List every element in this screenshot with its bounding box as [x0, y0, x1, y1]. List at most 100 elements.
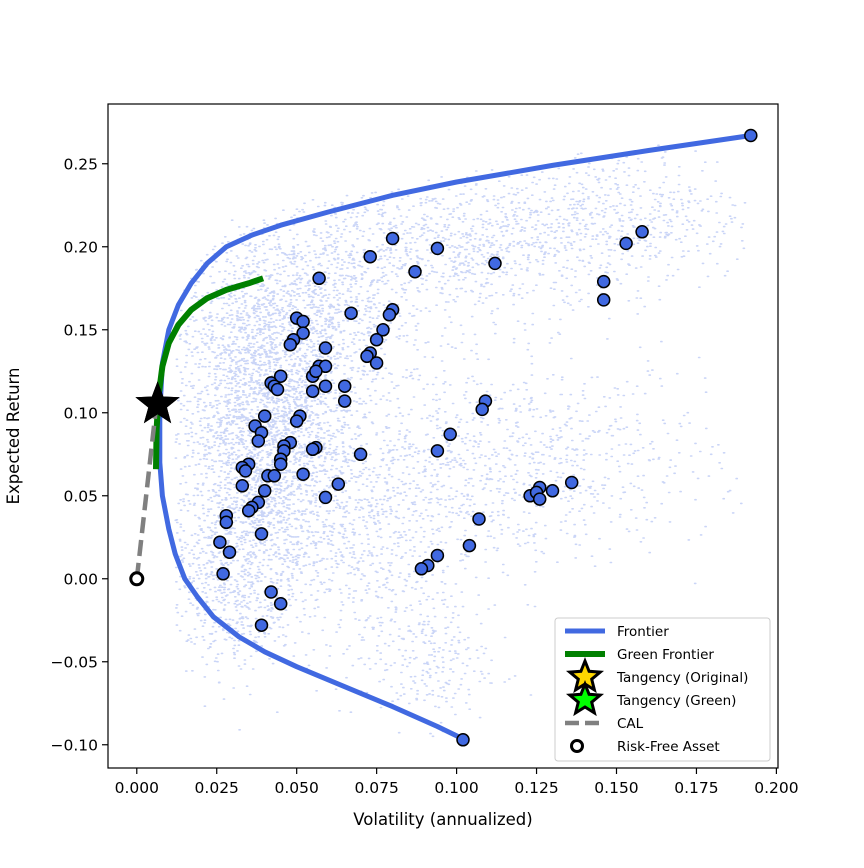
asset-point [318, 490, 333, 505]
asset-point [254, 618, 269, 632]
asset-point [532, 492, 547, 506]
asset-point [337, 379, 352, 393]
asset-point [430, 548, 445, 563]
asset-point [472, 512, 486, 526]
legend-label: Risk-Free Asset [617, 739, 720, 755]
asset-point [216, 567, 230, 581]
asset-point [382, 308, 397, 322]
legend: Frontier Green Frontier Tangency (Original… [554, 617, 771, 762]
x-axis-title: Volatility (annualized) [353, 810, 532, 829]
asset-point [305, 442, 320, 457]
asset-point [344, 306, 358, 320]
y-tick-label: 0.00 [63, 570, 98, 588]
asset-point [545, 484, 560, 498]
x-tick-label: 0.175 [674, 779, 718, 797]
legend-handle-rf [570, 739, 584, 753]
y-tick-label: 0.25 [63, 155, 98, 173]
asset-point [251, 434, 266, 448]
tangency-green-marker [135, 381, 180, 424]
y-tick-label: 0.05 [63, 487, 98, 505]
asset-point [408, 264, 422, 279]
asset-point [385, 231, 400, 246]
x-tick-label: 0.200 [754, 779, 798, 797]
asset-point [488, 256, 502, 271]
asset-point [219, 515, 234, 530]
x-tick-label: 0.125 [514, 779, 558, 797]
asset-point [296, 314, 310, 329]
asset-point [363, 249, 377, 264]
asset-point [337, 394, 352, 408]
y-tick-label: −0.10 [51, 736, 99, 754]
asset-point [564, 475, 579, 490]
y-tick-label: 0.15 [63, 321, 98, 339]
asset-point [430, 241, 445, 256]
asset-point [462, 538, 477, 553]
legend-handle-tangency_green [565, 679, 605, 717]
special-markers [129, 381, 180, 587]
asset-point [264, 585, 278, 599]
asset-point [635, 225, 649, 239]
asset-point [235, 479, 250, 493]
asset-point [456, 733, 470, 747]
asset-point [376, 323, 390, 337]
asset-point [213, 535, 227, 549]
asset-point [257, 484, 272, 498]
asset-point [273, 369, 288, 383]
asset-point [414, 562, 429, 576]
legend-label: Tangency (Green) [616, 693, 736, 709]
legend-box [554, 617, 771, 762]
legend-label: Tangency (Original) [616, 670, 748, 686]
y-tick-label: −0.05 [51, 653, 99, 671]
legend-label: CAL [617, 716, 644, 732]
asset-point [619, 236, 633, 251]
random-portfolios-cloud [174, 144, 747, 738]
axes: 0.000 0.025 0.050 0.075 0.100 0.125 0.150 0.175… [51, 155, 799, 797]
x-tick-label: 0.100 [434, 779, 478, 797]
asset-point [744, 128, 758, 143]
asset-point [296, 467, 310, 481]
asset-point [222, 545, 237, 559]
risk-free-asset-marker [129, 571, 145, 587]
portfolio-cloud-points [174, 144, 747, 738]
asset-point [273, 596, 288, 611]
asset-point [369, 356, 384, 370]
asset-point [273, 457, 288, 471]
asset-point [475, 402, 489, 417]
x-tick-label: 0.000 [115, 779, 159, 797]
x-tick-label: 0.150 [594, 779, 638, 797]
y-tick-label: 0.20 [63, 238, 98, 256]
asset-point [596, 274, 611, 289]
asset-point [312, 271, 326, 286]
asset-point [369, 332, 384, 347]
legend-label: Green Frontier [617, 647, 714, 663]
asset-point [241, 503, 256, 518]
x-tick-label: 0.075 [354, 779, 398, 797]
x-tick-label: 0.050 [274, 779, 318, 797]
plot-area-frame [107, 103, 779, 769]
legend-label: Frontier [617, 624, 669, 640]
x-tick-label: 0.025 [195, 779, 239, 797]
asset-point [267, 469, 282, 483]
asset-point [353, 447, 368, 462]
asset-point [430, 444, 445, 458]
asset-point [305, 384, 320, 398]
asset-point [254, 527, 269, 541]
asset-point [318, 379, 333, 393]
asset-point [309, 364, 323, 379]
asset-point [331, 477, 346, 491]
asset-point [360, 349, 374, 364]
asset-point [270, 382, 285, 397]
asset-point [296, 326, 310, 340]
asset-point [283, 337, 298, 352]
asset-point [443, 427, 457, 442]
cal-line [134, 402, 159, 580]
asset-point [289, 414, 304, 428]
asset-point [238, 464, 253, 478]
asset-points [213, 128, 758, 747]
asset-point [596, 293, 611, 307]
asset-point [257, 409, 272, 423]
y-axis-title: Expected Return [4, 368, 23, 505]
y-tick-label: 0.10 [63, 404, 98, 422]
